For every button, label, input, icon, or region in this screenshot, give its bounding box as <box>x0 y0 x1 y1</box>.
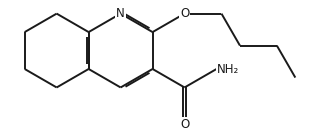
Text: NH₂: NH₂ <box>217 63 239 75</box>
Text: N: N <box>116 7 125 20</box>
Text: O: O <box>180 7 189 20</box>
Text: O: O <box>180 118 189 131</box>
